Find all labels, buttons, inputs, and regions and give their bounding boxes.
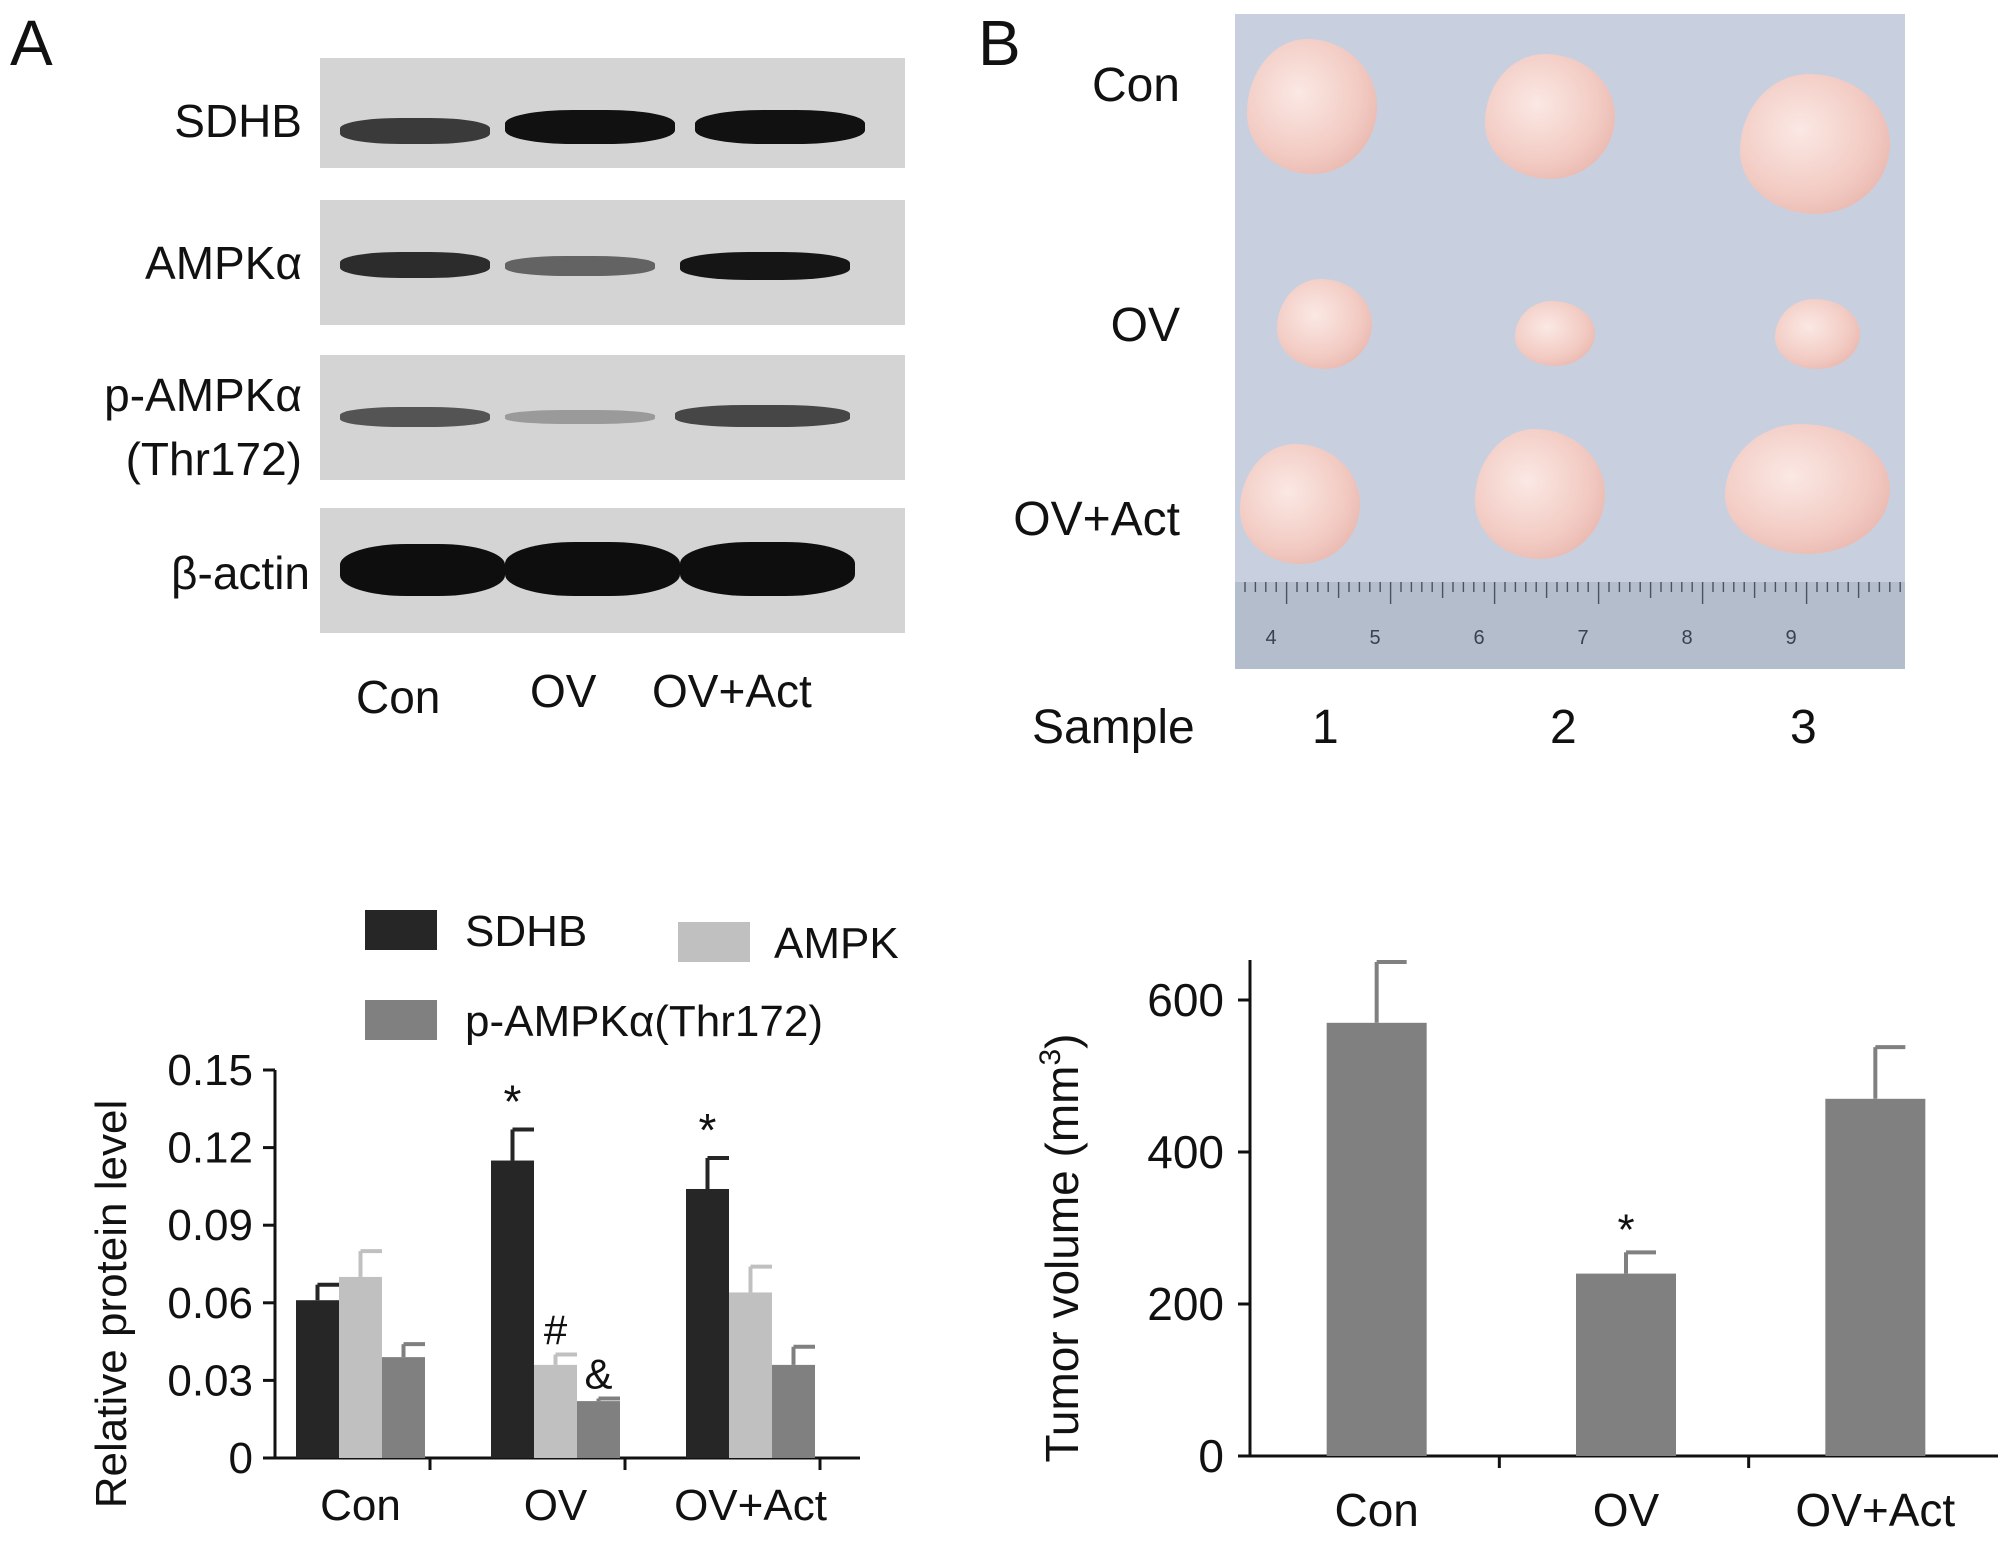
band	[505, 542, 680, 596]
bar	[491, 1160, 534, 1458]
bar	[686, 1188, 729, 1458]
tumor-ov-3	[1775, 299, 1860, 369]
y-axis-label-text: Tumor volume (mm	[1036, 1066, 1088, 1463]
x-tick-label: Con	[1334, 1484, 1418, 1536]
tumor-photo: 4 5 6 7 8 9	[1235, 14, 1905, 669]
y-tick-label: 0.15	[167, 1046, 253, 1095]
blot-strip-actin	[320, 508, 905, 633]
ruler-ticks: 4 5 6 7 8 9	[1244, 582, 1901, 649]
significance-mark: &	[584, 1351, 612, 1398]
tumor-ov-act-1	[1240, 444, 1360, 564]
bar	[382, 1357, 425, 1458]
tumor-con-3	[1740, 74, 1890, 214]
tumor-con-1	[1247, 39, 1377, 174]
x-tick-label: OV	[524, 1481, 588, 1530]
lane-label-ov: OV	[530, 665, 597, 717]
tumor-ov-act-3	[1725, 424, 1890, 554]
significance-mark: *	[504, 1075, 522, 1127]
blot-strip-pampk	[320, 355, 905, 480]
ruler-number: 8	[1681, 627, 1692, 649]
y-tick-label: 600	[1147, 974, 1224, 1026]
band	[695, 110, 865, 144]
blot-label-pampk: p-AMPKα	[104, 369, 302, 421]
tumor-ov-1	[1277, 279, 1372, 369]
blot-label-pampk-site: (Thr172)	[125, 433, 302, 485]
lane-label-con: Con	[356, 671, 441, 723]
y-tick-label: 0.12	[167, 1124, 253, 1173]
band	[340, 544, 505, 596]
ruler-number: 6	[1473, 627, 1484, 649]
band	[680, 252, 850, 280]
protein-level-chart: 0 0.03 0.06 0.09 0.12 0.15 Relative protein le…	[87, 907, 900, 1530]
band	[505, 110, 675, 144]
sample-number-2: 2	[1550, 701, 1577, 754]
band	[505, 410, 655, 424]
significance-mark: *	[1617, 1205, 1634, 1254]
tumor-photo-panel: Con OV OV+Act 4 5 6 7 8 9 Sample 1 2 3	[960, 0, 2008, 760]
x-tick-label: OV+Act	[1795, 1484, 1955, 1536]
band	[505, 256, 655, 276]
x-tick-label: OV	[1593, 1484, 1660, 1536]
blot-label-actin: β-actin	[171, 547, 310, 599]
bar	[339, 1276, 382, 1458]
photo-row-label-ov: OV	[1110, 299, 1180, 352]
bar	[729, 1292, 772, 1458]
ruler-number: 9	[1785, 627, 1796, 649]
x-tick-label: Con	[320, 1481, 401, 1530]
band	[675, 405, 850, 427]
significance-mark: #	[544, 1307, 568, 1354]
blot-label-ampk: AMPKα	[145, 237, 302, 289]
bar	[577, 1401, 620, 1458]
band	[680, 542, 855, 596]
photo-row-label-ov-act: OV+Act	[1013, 493, 1180, 546]
bar	[1576, 1273, 1676, 1456]
blot-label-sdhb: SDHB	[174, 95, 302, 147]
band	[340, 118, 490, 144]
lane-label-ov-act: OV+Act	[652, 665, 812, 717]
legend-swatch	[365, 910, 437, 950]
bar	[1326, 1022, 1427, 1456]
sample-number-1: 1	[1312, 701, 1339, 754]
panel-letter-b: B	[978, 7, 1021, 79]
tumor-con-2	[1485, 54, 1615, 179]
tumor-ov-act-2	[1475, 429, 1605, 559]
blot-strip-sdhb	[320, 58, 905, 168]
photo-row-label-con: Con	[1091, 59, 1180, 112]
y-tick-label: 0	[1198, 1430, 1224, 1482]
ruler-number: 5	[1369, 627, 1380, 649]
legend-swatch	[365, 1000, 437, 1040]
y-axis-label-end: )	[1036, 1033, 1088, 1048]
sample-number-3: 3	[1790, 701, 1817, 754]
band	[340, 407, 490, 427]
tumor-ov-2	[1515, 301, 1595, 366]
y-tick-label: 0	[229, 1434, 253, 1483]
sample-label: Sample	[1032, 701, 1195, 754]
tumor-volume-chart: 0 200 400 600 Tumor volume (mm3) Con OV * OV+Act	[1034, 960, 1998, 1536]
y-tick-label: 200	[1147, 1278, 1224, 1330]
bar	[772, 1364, 815, 1458]
panel-letter-a: A	[10, 7, 53, 79]
ruler-number: 4	[1265, 627, 1276, 649]
legend-label: p-AMPKα(Thr172)	[465, 997, 823, 1046]
significance-mark: *	[699, 1104, 717, 1156]
legend-swatch	[678, 922, 750, 962]
y-axis-label: Relative protein level	[87, 1100, 136, 1508]
western-blot: SDHB AMPKα p-AMPKα (Thr172) β-actin Con …	[0, 0, 920, 730]
blot-strip-ampk	[320, 200, 905, 325]
bar	[1825, 1098, 1926, 1456]
y-tick-label: 0.09	[167, 1201, 253, 1250]
legend-label: SDHB	[465, 907, 587, 956]
y-tick-label: 400	[1147, 1126, 1224, 1178]
legend-label: AMPKα	[774, 919, 900, 968]
bar	[534, 1364, 577, 1458]
y-axis-label: Tumor volume (mm3)	[1034, 1033, 1088, 1462]
ruler-number: 7	[1577, 627, 1588, 649]
ruler: 4 5 6 7 8 9	[1235, 582, 1905, 669]
y-tick-label: 0.06	[167, 1279, 253, 1328]
bar	[296, 1300, 339, 1458]
y-axis-label-superscript: 3	[1034, 1049, 1067, 1066]
x-tick-label: OV+Act	[674, 1481, 827, 1530]
band	[340, 252, 490, 278]
y-tick-label: 0.03	[167, 1356, 253, 1405]
